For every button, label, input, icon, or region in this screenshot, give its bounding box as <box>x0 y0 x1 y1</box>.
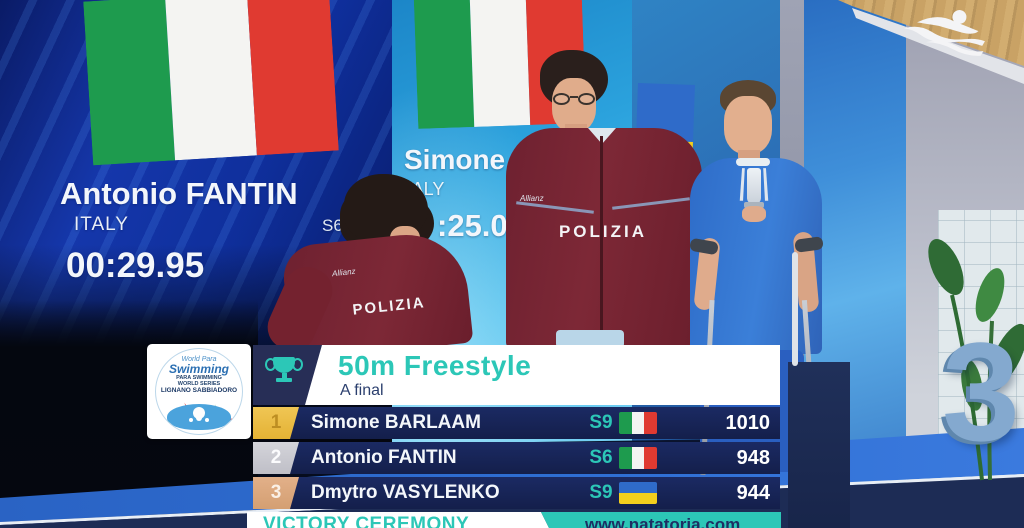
athlete-name: Dmytro VASYLENKO <box>311 482 500 503</box>
victory-ceremony-label: VICTORY CEREMONY <box>263 514 470 528</box>
athlete-barlaam-face <box>552 78 596 132</box>
points: 944 <box>736 482 770 504</box>
logo-line2: Swimming <box>168 362 229 376</box>
event-logo-card: World Para Swimming PARA SWIMMING WORLD … <box>147 344 251 439</box>
flag-italy <box>619 447 657 469</box>
logo-line5: LIGNANO SABBIADORO <box>160 387 238 394</box>
barlaam-pants <box>556 330 624 348</box>
logo-line3: PARA SWIMMING <box>176 375 222 381</box>
podium-numeral: 3 <box>942 313 1020 470</box>
screen-country-left: ITALY <box>74 214 129 235</box>
plant <box>928 239 1024 481</box>
result-row-1: 1 Simone BARLAAM S9 1010 <box>253 407 780 439</box>
flag-italy-screen-left <box>83 0 339 166</box>
athlete-barlaam-jacket <box>506 128 702 350</box>
result-row-2: 2 Antonio FANTIN S6 948 <box>253 442 780 474</box>
barlaam-jacket-text: POLIZIA <box>558 222 648 241</box>
vasylenko-trophy <box>747 168 761 204</box>
event-header-panel <box>305 345 780 405</box>
trophy-icon <box>269 357 299 393</box>
athlete-name: Antonio FANTIN <box>311 447 457 468</box>
event-title: 50m Freestyle <box>338 350 532 381</box>
vasylenko-hand <box>742 206 766 222</box>
points: 1010 <box>725 412 771 434</box>
screen-class-left: S6 <box>322 216 343 235</box>
sport-class: S9 <box>589 482 613 503</box>
footer-bar-left <box>247 512 551 528</box>
vasylenko-collar <box>736 158 770 166</box>
event-subtitle: A final <box>340 382 384 399</box>
swimmer-waves-icon <box>903 9 985 56</box>
logo-water-graphic <box>167 404 231 430</box>
rank-badge: 1 <box>253 407 299 439</box>
podium-side-block <box>788 362 850 528</box>
barlaam-sponsor-text: Allianz <box>520 194 544 203</box>
logo-line1: World Para <box>181 356 217 363</box>
screen-name-left: Antonio FANTIN <box>60 176 298 211</box>
rank-badge: 3 <box>253 477 299 509</box>
vasylenko-trophy-base <box>744 202 764 208</box>
sport-class: S9 <box>589 412 613 433</box>
barlaam-glasses <box>551 93 597 108</box>
points: 948 <box>736 447 770 469</box>
athlete-vasylenko-face <box>724 96 772 154</box>
result-row-3: 3 Dmytro VASYLENKO S9 944 <box>253 477 780 509</box>
sport-class: S6 <box>589 447 613 468</box>
footer-bar-right <box>541 512 781 528</box>
logo-swimmer-icon <box>193 407 205 419</box>
athlete-name: Simone BARLAAM <box>311 412 481 433</box>
flag-italy <box>619 412 657 434</box>
rank-badge: 2 <box>253 442 299 474</box>
logo-line4: WORLD SERIES <box>177 381 221 387</box>
flag-ukraine <box>619 482 657 504</box>
screen-time-left: 00:29.95 <box>66 246 205 285</box>
website-url: www.natatoria.com <box>585 515 741 528</box>
barlaam-zipper <box>600 136 603 348</box>
world-para-swimming-logo: World Para Swimming PARA SWIMMING WORLD … <box>155 348 243 435</box>
crutch-standing <box>792 252 798 366</box>
